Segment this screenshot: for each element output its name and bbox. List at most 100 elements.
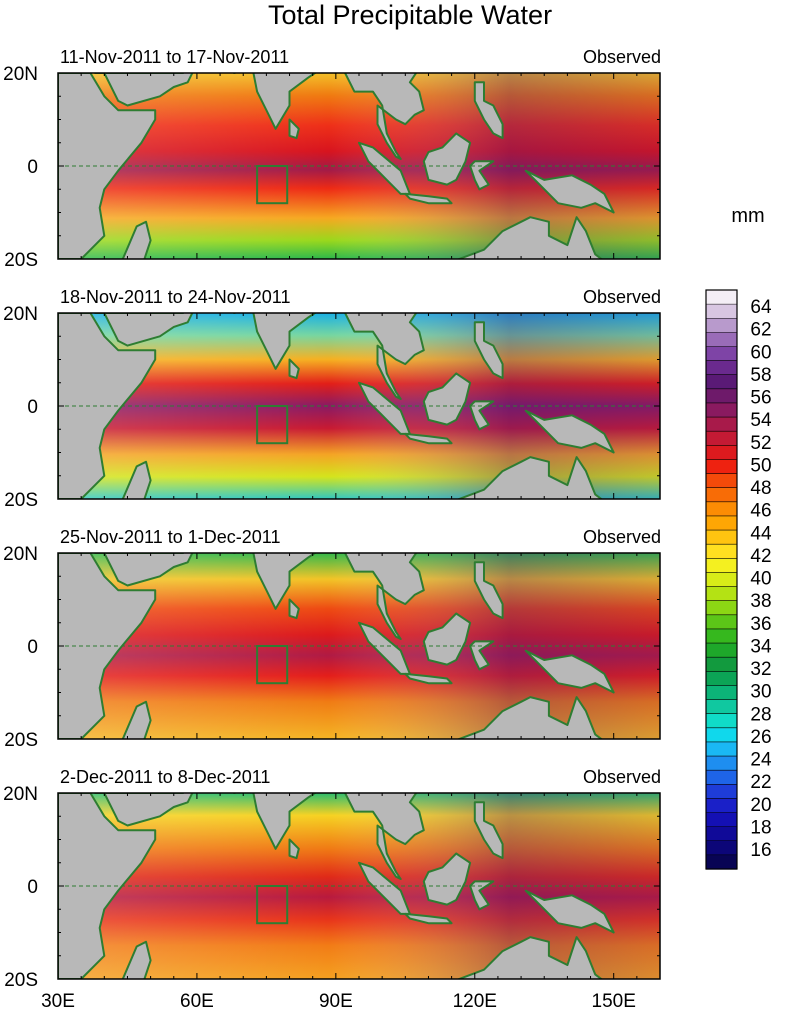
colorbar-swatch	[706, 304, 737, 319]
landmass	[94, 73, 194, 107]
landmass	[422, 132, 472, 186]
panel-date-range: 2-Dec-2011 to 8-Dec-2011	[60, 767, 270, 787]
lat-label: 20S	[4, 730, 38, 751]
lat-label: 20N	[3, 544, 38, 565]
lon-label: 30E	[41, 991, 75, 1012]
landmass	[475, 530, 484, 544]
colorbar-swatch	[706, 530, 737, 545]
colorbar-label: 50	[750, 455, 771, 476]
colorbar-swatch	[706, 756, 737, 771]
colorbar-swatch	[706, 727, 737, 743]
panel-date-range: 25-Nov-2011 to 1-Dec-2011	[60, 527, 280, 547]
landmass	[94, 793, 194, 827]
colorbar-swatch	[706, 473, 737, 489]
colorbar-label: 58	[750, 365, 771, 386]
lon-label: 60E	[180, 991, 214, 1012]
colorbar-label: 44	[750, 523, 772, 544]
panel-status: Observed	[583, 47, 661, 67]
landmass	[58, 313, 157, 499]
landmass	[121, 940, 152, 979]
colorbar-frame	[705, 289, 738, 870]
colorbar-swatch	[706, 558, 737, 574]
analysis-box	[256, 405, 289, 445]
map-panel: 20N 0 20S 2-Dec-2011 to 8-Dec-2011 Observed	[3, 747, 661, 991]
colorbar-swatch	[706, 360, 737, 376]
colorbar-label: 22	[750, 772, 771, 793]
colorbar-label: 38	[750, 591, 771, 612]
colorbar-label: 40	[750, 569, 771, 590]
landmass	[94, 553, 194, 587]
landmass	[405, 747, 484, 789]
landmass	[524, 169, 615, 214]
colorbar-swatch	[706, 826, 737, 842]
landmass	[456, 216, 604, 259]
colorbar-swatch	[706, 600, 737, 616]
colorbar-swatch	[706, 784, 737, 799]
colorbar-label: 56	[750, 388, 771, 409]
analysis-box	[256, 645, 289, 685]
colorbar-label: 20	[750, 795, 771, 816]
landmass	[288, 598, 300, 620]
panel-status: Observed	[583, 527, 661, 547]
colorbar-label: 48	[750, 478, 771, 499]
landmass	[288, 118, 300, 140]
lat-label: 20N	[3, 304, 38, 325]
colorbar-swatch	[706, 544, 737, 559]
landmass	[422, 852, 472, 906]
colorbar-label: 24	[750, 750, 772, 771]
colorbar-swatch	[706, 417, 737, 432]
landmass	[344, 793, 425, 880]
land-masses	[58, 507, 615, 739]
colorbar-label: 26	[750, 727, 771, 748]
colorbar-swatch	[706, 854, 737, 870]
figure-title: Total Precipitable Water	[268, 0, 552, 30]
colorbar-label: 18	[750, 817, 771, 838]
colorbar-label: 36	[750, 614, 771, 635]
colorbar-label: 54	[750, 410, 772, 431]
lat-label: 20N	[3, 784, 38, 805]
landmass	[469, 160, 495, 191]
landmass	[422, 612, 472, 666]
landmass	[405, 507, 484, 549]
landmass	[469, 400, 495, 431]
landmass	[524, 409, 615, 454]
colorbar-swatch	[706, 685, 737, 701]
landmass	[233, 553, 337, 610]
panel-date-range: 18-Nov-2011 to 24-Nov-2011	[60, 287, 290, 307]
lat-label: 0	[27, 637, 38, 658]
landmass	[469, 640, 495, 671]
landmass	[404, 672, 453, 685]
landmass	[405, 27, 484, 69]
colorbar-swatch	[706, 586, 737, 602]
colorbar-label: 16	[750, 840, 771, 861]
landmass	[404, 432, 453, 445]
landmass	[233, 313, 337, 370]
colorbar-label: 30	[750, 682, 771, 703]
colorbar-swatch	[706, 318, 737, 333]
lat-label: 0	[27, 877, 38, 898]
colorbar-label: 42	[750, 546, 771, 567]
colorbar-swatch	[706, 487, 737, 503]
colorbar: 6462605856545250484644424038363432302826…	[705, 289, 772, 870]
landmass	[475, 770, 484, 784]
colorbar-swatch	[706, 332, 737, 348]
colorbar-label: 34	[750, 636, 772, 657]
colorbar-swatch	[706, 459, 737, 475]
landmass	[422, 372, 472, 426]
landmass	[288, 358, 300, 380]
landmass	[475, 290, 484, 304]
landmass	[404, 192, 453, 205]
colorbar-swatch	[706, 713, 737, 729]
colorbar-swatch	[706, 798, 737, 814]
colorbar-swatch	[706, 431, 737, 446]
landmass	[404, 912, 453, 925]
colorbar-label: 64	[750, 297, 772, 318]
map-panel: 20N 0 20S 11-Nov-2011 to 17-Nov-2011 Observe…	[3, 27, 661, 271]
colorbar-swatch	[706, 741, 737, 757]
landmass	[456, 936, 603, 979]
landmass	[121, 460, 152, 499]
landmass	[456, 696, 603, 739]
land-masses	[58, 27, 615, 259]
landmass	[233, 793, 337, 850]
